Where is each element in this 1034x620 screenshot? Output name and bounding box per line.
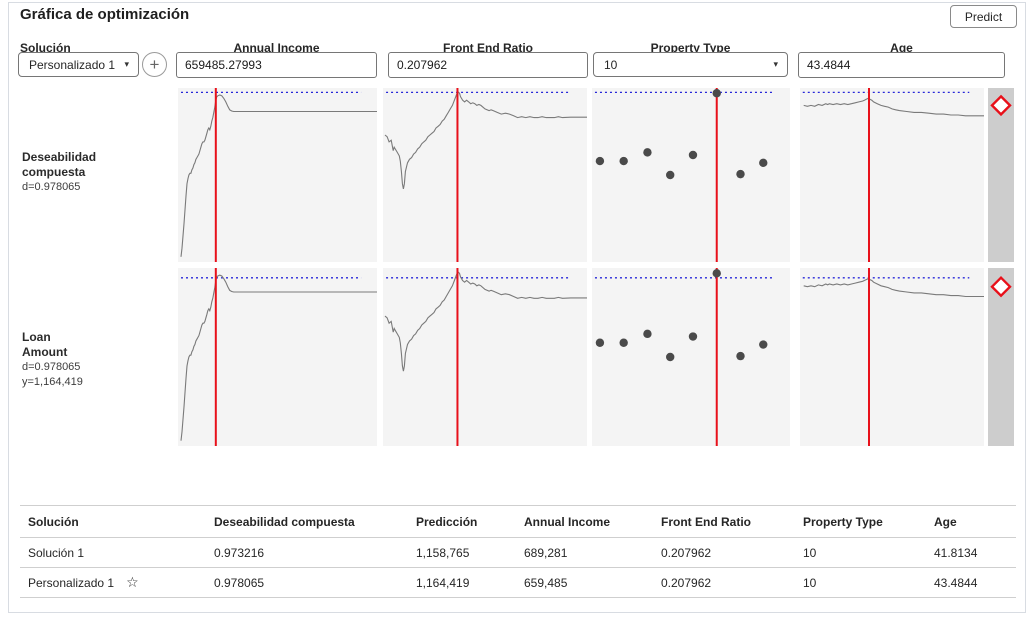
- plot-desirability-property-type[interactable]: [592, 88, 790, 262]
- table-row[interactable]: Personalizado 1 ☆ 0.978065 1,164,419 659,…: [20, 568, 1016, 598]
- col-header: Deseabilidad compuesta: [214, 514, 355, 529]
- front-end-ratio-input[interactable]: [388, 52, 588, 78]
- plot-loan-amount-front-end-ratio[interactable]: [383, 268, 587, 446]
- col-header: Age: [934, 514, 957, 529]
- property-type-label: Property Type: [650, 41, 731, 55]
- prediction-diamond-icon: [990, 94, 1012, 117]
- plot-loan-amount-property-type[interactable]: [592, 268, 790, 446]
- solution-name-cell: Personalizado 1 ☆: [28, 574, 139, 590]
- table-header-row: Solución Deseabilidad compuesta Predicci…: [20, 505, 1016, 538]
- col-header: Front End Ratio: [661, 514, 751, 529]
- table-row[interactable]: Solución 1 0.973216 1,158,765 689,281 0.…: [20, 538, 1016, 568]
- chevron-down-icon: ▾: [773, 59, 778, 69]
- solution-select[interactable]: Personalizado 1 ▾: [18, 52, 139, 77]
- favorite-star-icon[interactable]: ☆: [126, 574, 139, 590]
- solution-name-cell: Solución 1: [28, 545, 85, 560]
- col-header: Property Type: [803, 514, 883, 529]
- annual-income-input[interactable]: [176, 52, 377, 78]
- property-type-select[interactable]: 10 ▾: [593, 52, 788, 77]
- plot-desirability-annual-income[interactable]: [178, 88, 377, 262]
- prediction-diamond-icon: [990, 275, 1012, 298]
- response-strip-loan-amount: [988, 268, 1014, 446]
- plot-loan-amount-annual-income[interactable]: [178, 268, 377, 446]
- annual-income-label: Annual Income: [233, 41, 320, 55]
- response-strip-desirability: [988, 88, 1014, 262]
- col-header: Predicción: [416, 514, 478, 529]
- plot-loan-amount-age[interactable]: [800, 268, 984, 446]
- row-label-loan-amount: Loan Amount d=0.978065 y=1,164,419: [22, 330, 83, 388]
- col-header: Solución: [28, 514, 79, 529]
- page-title: Gráfica de optimización: [20, 6, 190, 23]
- plot-desirability-front-end-ratio[interactable]: [383, 88, 587, 262]
- solution-label: Solución: [20, 41, 71, 55]
- age-input[interactable]: [798, 52, 1005, 78]
- plot-desirability-age[interactable]: [800, 88, 984, 262]
- age-label: Age: [890, 41, 913, 55]
- solutions-table: Solución Deseabilidad compuesta Predicci…: [20, 505, 1016, 598]
- predict-button[interactable]: Predict: [950, 5, 1017, 28]
- row-label-desirability: Deseabilidad compuesta d=0.978065: [22, 150, 97, 193]
- front-end-ratio-label: Front End Ratio: [443, 41, 533, 55]
- solution-select-value: Personalizado 1: [29, 57, 116, 72]
- add-solution-button[interactable]: +: [142, 52, 167, 77]
- col-header: Annual Income: [524, 514, 611, 529]
- chevron-down-icon: ▾: [124, 59, 129, 69]
- property-type-select-value: 10: [604, 57, 618, 72]
